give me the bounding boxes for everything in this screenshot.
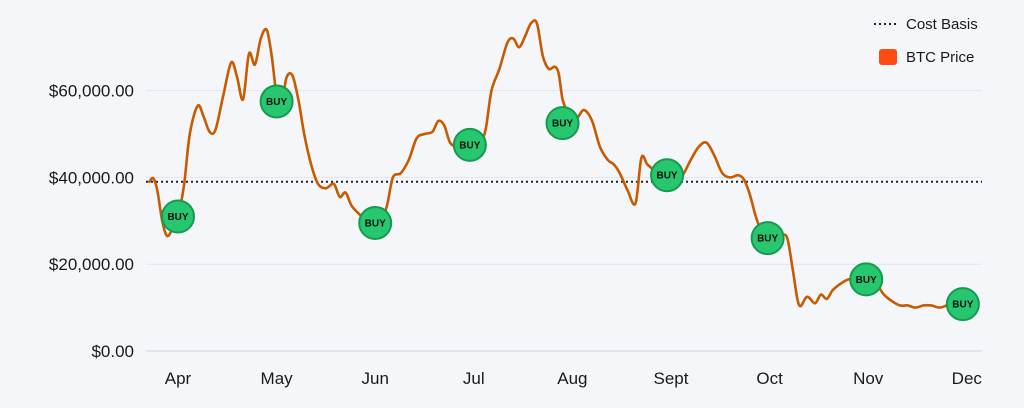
buy-marker-circle [750,221,785,256]
buy-marker-circle [650,158,685,193]
x-tick-label: Dec [952,369,983,388]
btc-price-line [148,19,973,309]
x-tick-label: Sept [654,369,689,388]
buy-marker-circle [849,262,884,297]
buy-marker[interactable]: BUY [161,199,195,234]
x-tick-label: May [261,369,294,388]
buy-marker-circle [452,127,487,162]
buy-marker-circle [161,199,195,234]
y-tick-label: $20,000.00 [49,255,134,274]
buy-marker[interactable]: BUY [650,158,685,193]
buy-markers: BUY BUY BUY BUY BUY BUY BUY BUY BUY [161,84,980,322]
y-tick-label: $60,000.00 [49,82,134,101]
buy-marker-label: BUY [656,171,677,182]
y-tick-label: $40,000.00 [49,168,134,187]
buy-marker[interactable]: BUY [750,221,785,256]
legend-cost-basis-label: Cost Basis [906,16,978,33]
x-tick-label: Apr [165,369,192,388]
buy-marker[interactable]: BUY [945,287,980,322]
x-axis-ticks: Apr May Jun Jul Aug Sept Oct Nov Dec [165,369,983,388]
legend[interactable]: Cost Basis BTC Price [874,16,978,66]
buy-marker-circle [545,106,580,141]
x-tick-label: Jun [361,369,388,388]
buy-marker[interactable]: BUY [452,127,487,162]
buy-marker-circle [945,287,980,322]
buy-marker-label: BUY [952,300,973,311]
buy-marker[interactable]: BUY [358,205,393,240]
x-tick-label: Oct [756,369,783,388]
buy-marker-label: BUY [856,275,877,286]
legend-btc-price-label: BTC Price [906,49,974,66]
buy-marker-circle [259,84,294,119]
legend-btc-price-swatch [879,49,897,65]
y-axis-ticks: $0.00 $20,000.00 $40,000.00 $60,000.00 [49,82,134,361]
buy-marker-label: BUY [167,212,188,223]
buy-marker[interactable]: BUY [849,262,884,297]
buy-marker-circle [358,205,393,240]
buy-marker-label: BUY [266,97,287,108]
buy-marker[interactable]: BUY [545,106,580,141]
x-tick-label: Jul [463,369,485,388]
legend-item-cost-basis[interactable]: Cost Basis [874,16,978,33]
buy-marker[interactable]: BUY [259,84,294,119]
buy-marker-label: BUY [757,234,778,245]
buy-marker-label: BUY [365,218,386,229]
buy-marker-label: BUY [552,119,573,130]
buy-marker-label: BUY [459,140,480,151]
x-tick-label: Aug [557,369,587,388]
x-tick-label: Nov [853,369,884,388]
y-tick-label: $0.00 [91,342,134,361]
legend-item-btc-price[interactable]: BTC Price [879,49,974,66]
